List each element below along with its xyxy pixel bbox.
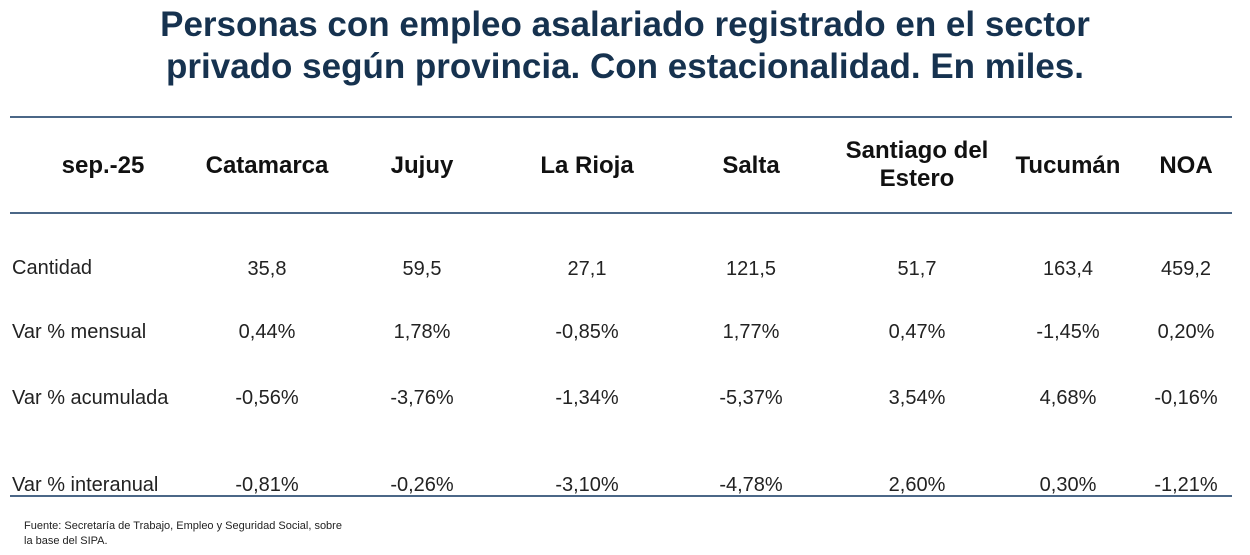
column-header: Catamarca	[205, 152, 329, 179]
column-header: La Rioja	[540, 152, 634, 179]
source-line-1: Fuente: Secretaría de Trabajo, Empleo y …	[24, 520, 342, 532]
table-cell: 121,5	[725, 258, 777, 280]
row-label: Var % interanual	[12, 474, 159, 496]
table-cell: -1,45%	[1036, 321, 1100, 343]
table-cell: -0,26%	[390, 474, 454, 496]
table-cell: -1,34%	[555, 387, 619, 409]
table-cell: -0,16%	[1154, 387, 1218, 409]
table-cell: -1,21%	[1154, 474, 1218, 496]
column-header: NOA	[1159, 152, 1213, 179]
top-rule	[10, 116, 1232, 118]
table-cell: 1,77%	[722, 321, 780, 343]
table-cell: 0,47%	[888, 321, 946, 343]
table-cell: -0,85%	[555, 321, 619, 343]
row-label: Var % mensual	[12, 321, 147, 343]
column-header: Jujuy	[390, 152, 454, 179]
column-header: Salta	[722, 152, 780, 179]
row-label: Var % acumulada	[12, 387, 169, 409]
table-cell: -4,78%	[719, 474, 783, 496]
table-cell: -3,76%	[390, 387, 454, 409]
table-cell: 0,20%	[1157, 321, 1215, 343]
table-cell: -0,56%	[235, 387, 299, 409]
table-cell: -5,37%	[719, 387, 783, 409]
row-label: Cantidad	[12, 257, 93, 279]
title-line-1: Personas con empleo asalariado registrad…	[160, 5, 1090, 44]
table-cell: 35,8	[247, 258, 287, 280]
period-header: sep.-25	[61, 152, 145, 179]
table-cell: 59,5	[402, 258, 442, 280]
table-cell: 0,30%	[1039, 474, 1097, 496]
source-line-2: la base del SIPA.	[24, 535, 108, 547]
source-note: Fuente: Secretaría de Trabajo, Empleo y …	[24, 519, 424, 549]
header-rule	[10, 212, 1232, 214]
table-cell: -0,81%	[235, 474, 299, 496]
page-title: Personas con empleo asalariado registrad…	[0, 4, 1250, 88]
table-cell: 163,4	[1042, 258, 1094, 280]
table-cell: 4,68%	[1039, 387, 1097, 409]
table-cell: 459,2	[1160, 258, 1212, 280]
table-cell: 1,78%	[393, 321, 451, 343]
table-cell: 3,54%	[888, 387, 946, 409]
bottom-rule	[10, 495, 1232, 497]
table-cell: -3,10%	[555, 474, 619, 496]
table-cell: 27,1	[567, 258, 607, 280]
title-line-2: privado según provincia. Con estacionali…	[166, 47, 1084, 86]
table-cell: 0,44%	[238, 321, 296, 343]
table-cell: 2,60%	[888, 474, 946, 496]
table-cell: 51,7	[897, 258, 937, 280]
column-header: Santiago del Estero	[845, 137, 989, 192]
column-header: Tucumán	[1015, 152, 1121, 179]
